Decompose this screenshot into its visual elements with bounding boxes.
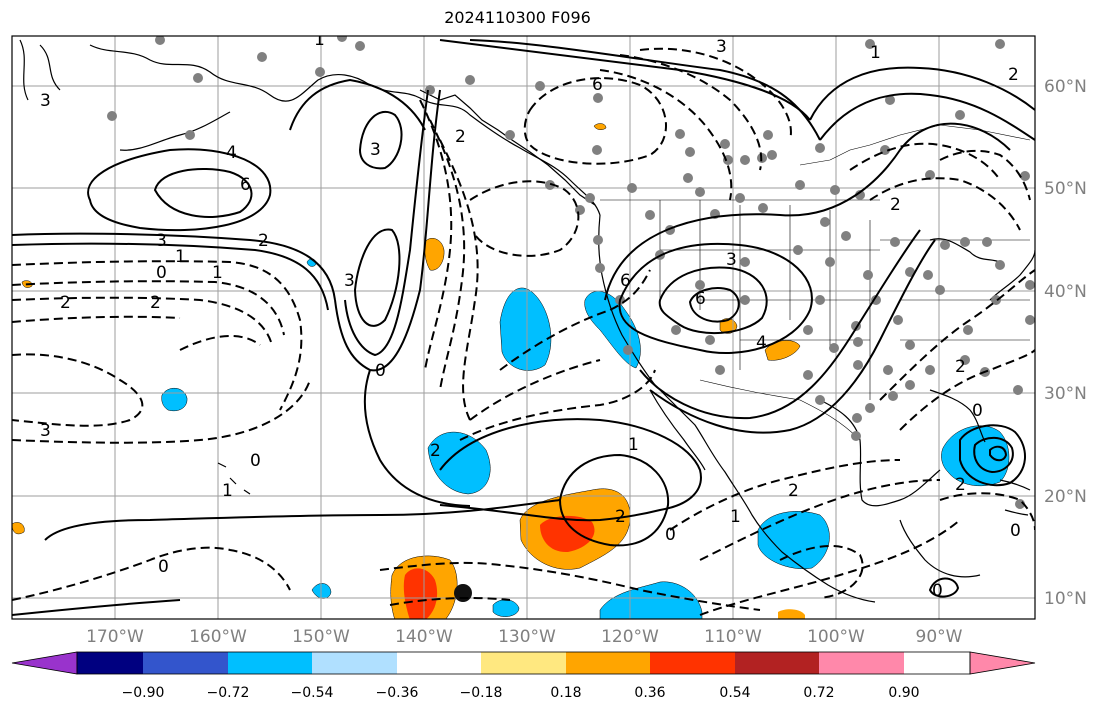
contour-label: 4 xyxy=(226,143,237,163)
contour-label: 0 xyxy=(250,451,261,471)
colorbar-tick-label: −0.36 xyxy=(376,685,419,701)
colorbar-segment xyxy=(143,652,228,674)
colorbar-tick-label: 0.54 xyxy=(719,685,750,701)
colorbar-frame xyxy=(76,651,971,675)
graticule xyxy=(12,36,1035,619)
contour-label: 6 xyxy=(592,75,603,95)
colorbar-segment xyxy=(735,652,819,674)
contour-label: 0 xyxy=(1010,521,1021,541)
colorbar-tick-label: −0.90 xyxy=(122,685,165,701)
lon-label: 150°W xyxy=(292,627,350,647)
contour-label: 2 xyxy=(955,475,966,495)
contour-label: 3 xyxy=(156,231,167,251)
lat-label: 20°N xyxy=(1044,487,1087,507)
contour-label: 2 xyxy=(430,441,441,461)
contour-label: 1 xyxy=(212,263,223,283)
map-frame xyxy=(11,35,1036,620)
contour-label: 4 xyxy=(756,333,767,353)
contour-label: 1 xyxy=(314,30,325,50)
colorbar-tick-labels: −0.90 −0.72 −0.54 −0.36 −0.18 0.18 0.36 … xyxy=(122,685,920,701)
lon-label: 120°W xyxy=(601,627,659,647)
contour-label: 0 xyxy=(158,557,169,577)
contour-label: 3 xyxy=(344,271,355,291)
map-title: 2024110300 F096 xyxy=(444,8,591,27)
colorbar-tick-label: 0.72 xyxy=(803,685,834,701)
colorbar-tick-label: 0.90 xyxy=(888,685,919,701)
contour-label: 6 xyxy=(695,289,706,309)
colorbar-extend-left xyxy=(11,651,78,675)
contour-label: 2 xyxy=(615,507,626,527)
dashed-contours xyxy=(12,47,1035,616)
contour-label: 0 xyxy=(156,263,167,283)
contour-label: 2 xyxy=(455,127,466,147)
latitude-labels: 60°N 50°N 40°N 30°N 20°N 10°N xyxy=(1044,77,1087,609)
colorbar-tick-label: −0.72 xyxy=(207,685,250,701)
lon-label: 100°W xyxy=(807,627,865,647)
contour-label: 3 xyxy=(40,91,51,111)
colorbar-tick-label: −0.18 xyxy=(460,685,503,701)
colorbar-segment xyxy=(228,652,312,674)
contour-label: 1 xyxy=(870,43,881,63)
coastlines xyxy=(19,39,1035,603)
colorbar-segment xyxy=(650,652,735,674)
lon-label: 130°W xyxy=(498,627,556,647)
colorbar-tick-label: 0.36 xyxy=(634,685,665,701)
colorbar-segment xyxy=(312,652,397,674)
lon-label: 140°W xyxy=(395,627,453,647)
contour-label: 3 xyxy=(726,250,737,270)
lon-label: 170°W xyxy=(86,627,144,647)
colorbar-tick-label: 0.18 xyxy=(550,685,581,701)
lon-label: 90°W xyxy=(916,627,963,647)
contour-label: 2 xyxy=(60,293,71,313)
contour-label: 0 xyxy=(972,401,983,421)
lon-label: 160°W xyxy=(189,627,247,647)
colorbar-tick-label: −0.54 xyxy=(291,685,334,701)
contour-label: 2 xyxy=(1008,65,1019,85)
contour-label: 2 xyxy=(150,293,161,313)
contour-label: 6 xyxy=(240,175,251,195)
colorbar-segment xyxy=(566,652,650,674)
contour-label: 2 xyxy=(258,231,269,251)
contour-label: 0 xyxy=(375,361,386,381)
contour-label: 3 xyxy=(40,421,51,441)
lat-label: 10°N xyxy=(1044,589,1087,609)
colorbar-segment xyxy=(819,652,904,674)
contour-label: 2 xyxy=(955,357,966,377)
lat-label: 60°N xyxy=(1044,77,1087,97)
contour-label: 0 xyxy=(932,581,943,601)
colorbar-segment xyxy=(481,652,566,674)
colorbar: −0.90 −0.72 −0.54 −0.36 −0.18 0.18 0.36 … xyxy=(11,651,1036,701)
contour-label: 2 xyxy=(788,481,799,501)
contour-label: 1 xyxy=(222,481,233,501)
contour-label: 3 xyxy=(370,140,381,160)
colorbar-extend-right xyxy=(969,651,1036,675)
contour-label: 0 xyxy=(665,525,676,545)
colorbar-segment xyxy=(397,652,481,674)
contour-label: 1 xyxy=(730,507,741,527)
lat-label: 30°N xyxy=(1044,384,1087,404)
lat-label: 40°N xyxy=(1044,282,1087,302)
lon-label: 110°W xyxy=(704,627,762,647)
lat-label: 50°N xyxy=(1044,179,1087,199)
longitude-labels: 170°W 160°W 150°W 140°W 130°W 120°W 110°… xyxy=(86,627,963,647)
contour-label: 1 xyxy=(175,247,186,267)
contour-labels: 3 2 1 6 4 6 3 2 1 0 1 2 2 3 3 0 2 3 6 4 … xyxy=(40,30,1021,601)
contour-label: 6 xyxy=(620,271,631,291)
contour-label: 1 xyxy=(628,435,639,455)
solid-contours xyxy=(12,39,1035,616)
colorbar-segment xyxy=(77,652,143,674)
contour-label: 3 xyxy=(716,37,727,57)
contour-label: 2 xyxy=(890,195,901,215)
